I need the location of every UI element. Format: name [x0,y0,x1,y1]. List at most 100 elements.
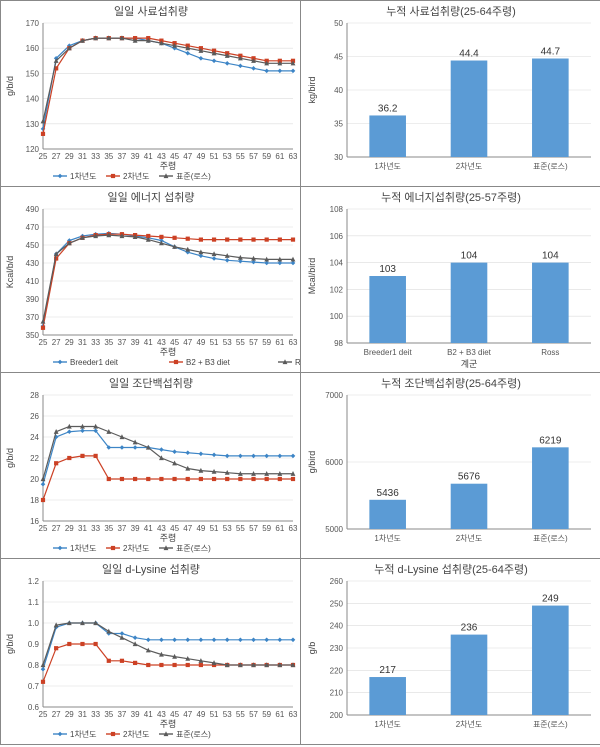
legend-item: 표준(로스) [176,730,211,739]
x-axis-label: 주령 [160,532,177,543]
svg-text:41: 41 [144,524,153,533]
y-axis-label: kg/bird [307,76,317,103]
chart-cell: 누적 d-Lysine 섭취량(25-64주령)2002102202302402… [301,559,600,745]
bar [532,263,569,343]
bar [451,635,488,715]
series-line [43,38,293,121]
category-label: 1차년도 [374,161,401,171]
x-axis-label: 주령 [160,346,177,357]
bar-value: 5676 [458,472,481,483]
series-line [43,38,293,134]
svg-text:170: 170 [26,19,40,28]
svg-text:25: 25 [39,152,48,161]
svg-text:210: 210 [330,689,344,698]
svg-text:31: 31 [78,338,87,347]
y-axis-label: Kcal/b/d [5,256,15,289]
bar-value: 217 [379,665,396,676]
svg-text:55: 55 [236,152,245,161]
svg-text:120: 120 [26,145,40,154]
bar [532,59,569,157]
category-label: Ross [541,348,559,357]
svg-text:35: 35 [104,152,113,161]
svg-text:25: 25 [39,524,48,533]
svg-text:49: 49 [196,524,205,533]
series-line [43,38,293,129]
bar-chart: 누적 조단백섭취량(25-64주령)500060007000g/bird5436… [301,373,600,559]
svg-text:61: 61 [275,524,284,533]
chart-title: 일일 d-Lysine 섭취량 [102,562,200,576]
category-label: 1차년도 [374,719,401,729]
svg-text:410: 410 [26,277,40,286]
svg-text:30: 30 [334,153,343,162]
svg-text:51: 51 [210,338,219,347]
svg-text:104: 104 [330,259,344,268]
svg-text:24: 24 [30,433,39,442]
svg-text:130: 130 [26,120,40,129]
svg-text:61: 61 [275,152,284,161]
chart-cell: 일일 사료섭취량12013014015016017025272931333537… [1,1,301,187]
y-axis-label: g/bird [307,451,317,474]
svg-text:260: 260 [330,577,344,586]
svg-text:220: 220 [330,666,344,675]
svg-text:98: 98 [334,339,343,348]
svg-text:39: 39 [131,338,140,347]
bar-chart: 누적 d-Lysine 섭취량(25-64주령)2002102202302402… [301,559,600,745]
svg-text:350: 350 [26,331,40,340]
svg-text:43: 43 [157,152,166,161]
svg-text:61: 61 [275,710,284,719]
bar [369,677,406,715]
y-axis-label: Mcal/bird [307,258,317,295]
svg-text:47: 47 [183,152,192,161]
line-chart: 일일 에너지 섭취량350370390410430450470490252729… [1,187,301,373]
bar [369,276,406,343]
chart-title: 일일 에너지 섭취량 [107,190,194,204]
svg-text:37: 37 [117,710,126,719]
legend-item: 표준(로스) [176,172,211,181]
x-axis-label: 계군 [461,358,478,369]
bar-value: 36.2 [378,103,398,114]
svg-text:100: 100 [330,312,344,321]
bar-value: 104 [461,251,478,262]
svg-text:51: 51 [210,152,219,161]
svg-text:102: 102 [330,285,344,294]
bar-value: 104 [542,251,559,262]
category-label: 표준(로스) [533,720,568,729]
legend-item: 1차년도 [70,543,97,553]
svg-text:51: 51 [210,710,219,719]
svg-text:18: 18 [30,496,39,505]
category-label: 표준(로스) [533,534,568,543]
svg-text:22: 22 [30,454,39,463]
svg-text:230: 230 [330,644,344,653]
category-label: 2차년도 [456,161,483,171]
svg-text:45: 45 [170,152,179,161]
svg-text:39: 39 [131,524,140,533]
y-axis-label: g/b/d [5,76,15,96]
chart-title: 누적 d-Lysine 섭취량(25-64주령) [374,563,528,576]
svg-text:57: 57 [249,338,258,347]
chart-title: 누적 사료섭취량(25-64주령) [386,5,516,18]
svg-text:200: 200 [330,711,344,720]
chart-cell: 일일 에너지 섭취량350370390410430450470490252729… [1,187,301,373]
category-label: 2차년도 [456,533,483,543]
chart-cell: 누적 에너지섭취량(25-57주령)98100102104106108Mcal/… [301,187,600,373]
svg-text:47: 47 [183,710,192,719]
svg-text:33: 33 [91,152,100,161]
category-label: 2차년도 [456,719,483,729]
svg-text:31: 31 [78,710,87,719]
svg-text:31: 31 [78,524,87,533]
svg-text:29: 29 [65,710,74,719]
svg-text:63: 63 [289,152,298,161]
svg-text:45: 45 [170,710,179,719]
svg-text:27: 27 [52,710,61,719]
svg-text:41: 41 [144,338,153,347]
svg-text:37: 37 [117,152,126,161]
bar [532,447,569,529]
svg-text:6000: 6000 [325,458,343,467]
svg-text:35: 35 [104,524,113,533]
legend-item: 2차년도 [123,171,150,181]
svg-text:160: 160 [26,44,40,53]
svg-text:29: 29 [65,338,74,347]
bar [532,606,569,715]
svg-text:55: 55 [236,710,245,719]
svg-text:33: 33 [91,710,100,719]
